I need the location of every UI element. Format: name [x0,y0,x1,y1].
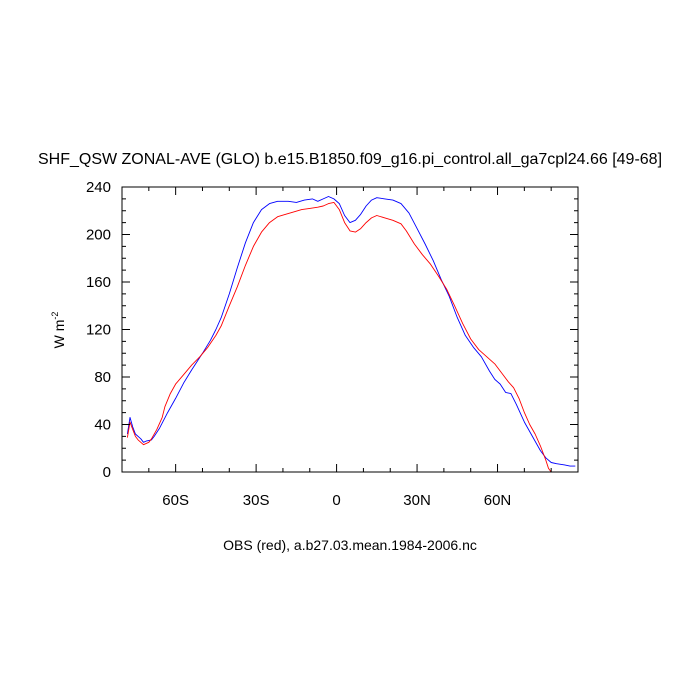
plot-frame [121,186,579,473]
chart-caption: OBS (red), a.b27.03.mean.1984-2006.nc [223,537,477,553]
x-tick-label: 60S [162,492,189,509]
x-tick-label: 0 [332,492,340,509]
y-axis-label-superscript: -2 [50,312,60,320]
chart-title: SHF_QSW ZONAL-AVE (GLO) b.e15.B1850.f09_… [38,151,662,168]
plot-area: 0 40 80 120 160 200 240 60S 30S 0 30N 60N [86,179,579,509]
y-tick-label: 120 [86,322,111,339]
y-tick-label: 0 [103,464,111,481]
x-tick-label: 30S [243,492,270,509]
y-axis-label-main: W m [51,320,67,349]
model-series-line [126,196,576,467]
y-tick-label: 160 [86,274,111,291]
obs-series-line [126,201,576,473]
tick-layer: 0 40 80 120 160 200 240 60S 30S 0 30N 60N [86,179,578,509]
series-layer [126,196,576,473]
y-tick-label: 40 [94,417,111,434]
x-tick-label: 60N [484,492,512,509]
y-axis-label: W m-2 [50,312,67,349]
y-tick-label: 200 [86,227,111,244]
y-tick-label: 80 [94,369,111,386]
x-tick-label: 30N [403,492,431,509]
y-tick-label: 240 [86,179,111,196]
